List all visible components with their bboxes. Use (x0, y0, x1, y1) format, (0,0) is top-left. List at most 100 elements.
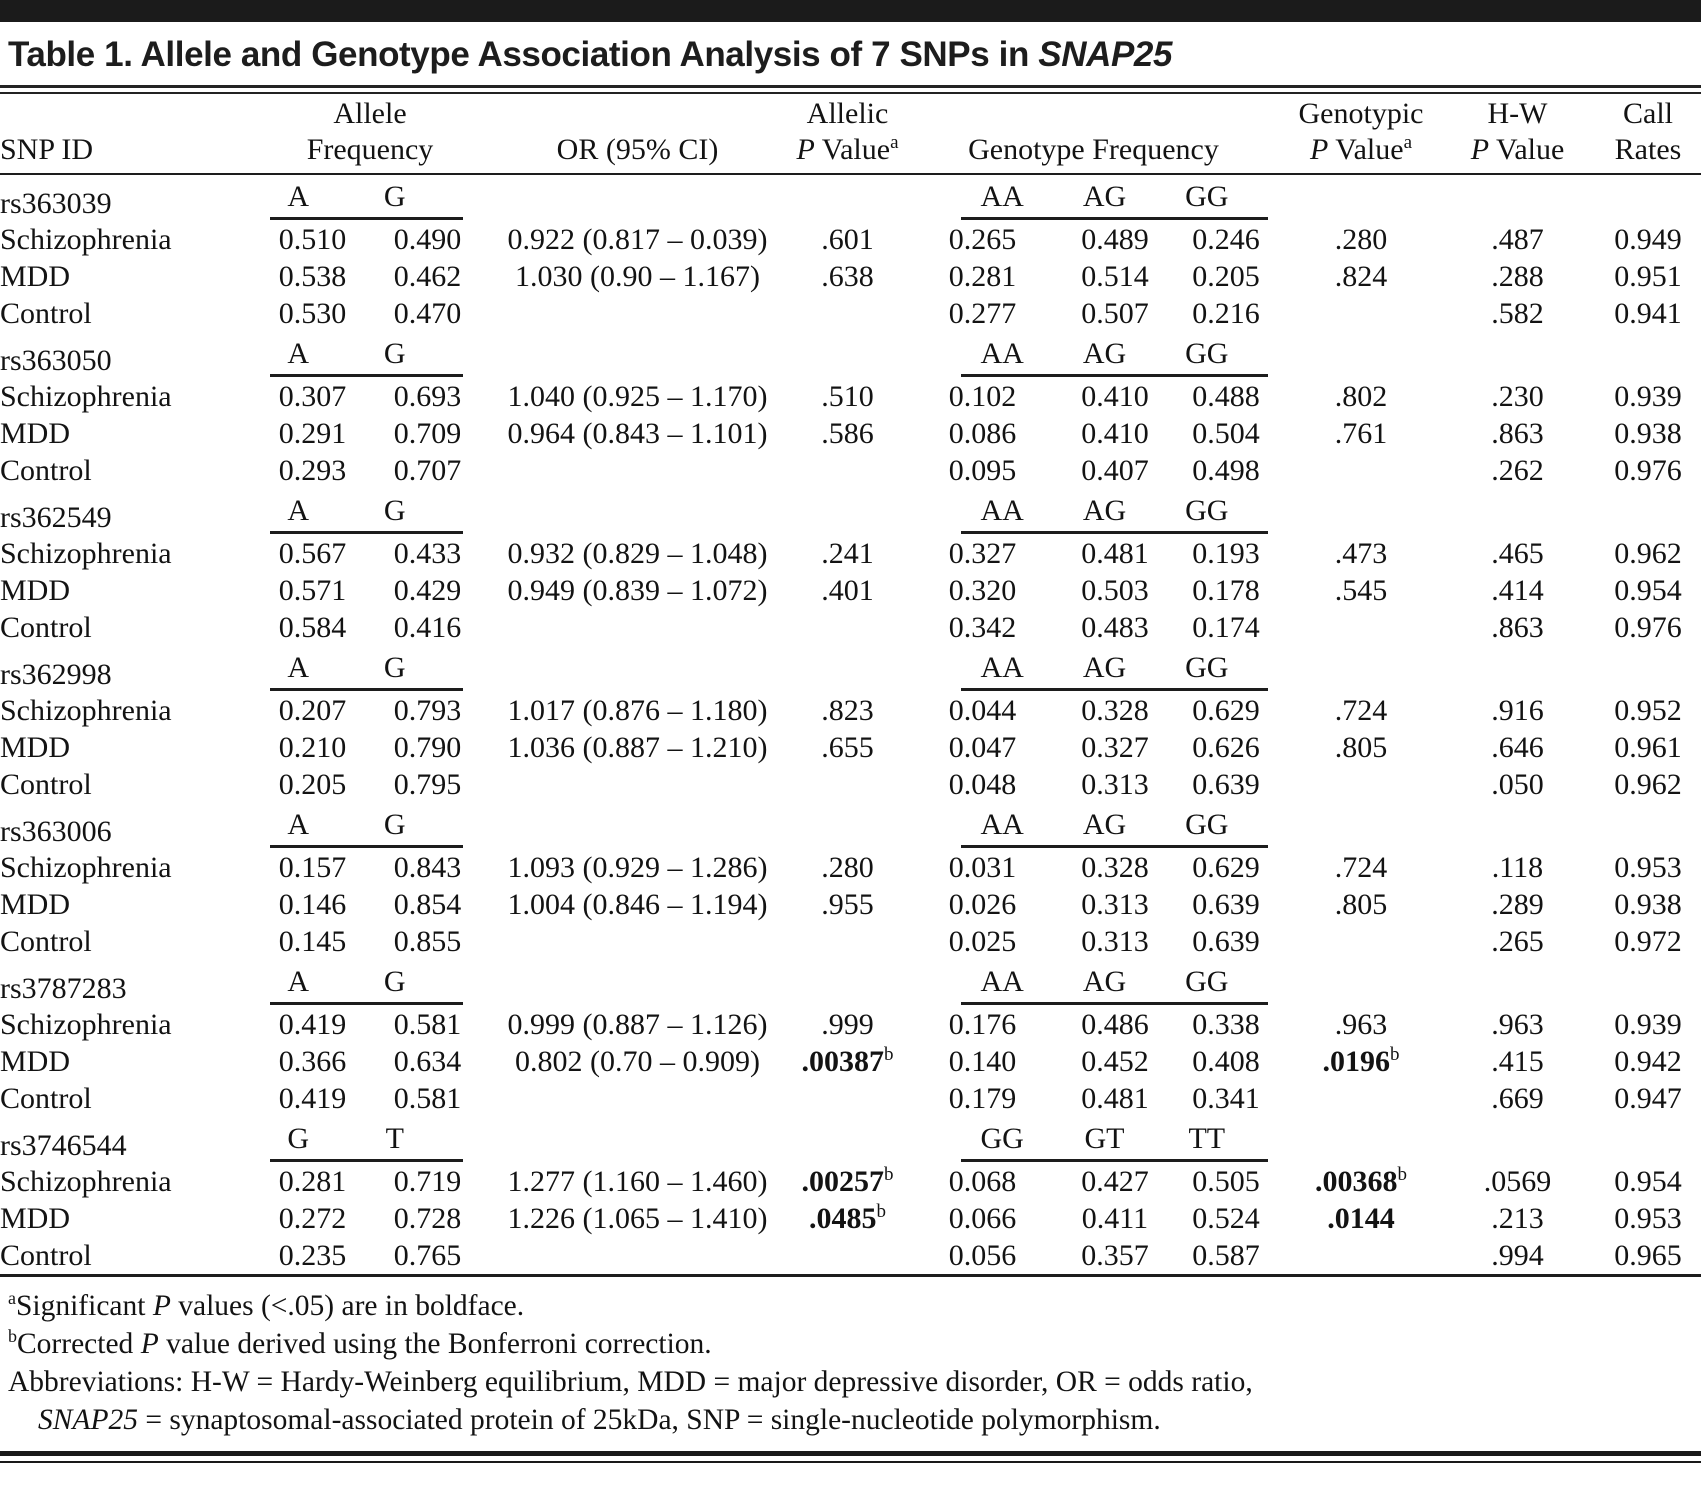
genotypic-p-value: .805 (1282, 729, 1440, 766)
genotype-frequency-value: 0.514 (1081, 259, 1149, 293)
allelic-p-value (790, 452, 905, 489)
or-ci-value: 1.030 (0.90 – 1.167) (515, 259, 760, 293)
snp-id: rs363050 (0, 344, 112, 377)
header-or-ci: OR (95% CI) (485, 132, 790, 175)
call-rate-value: 0.939 (1614, 379, 1682, 413)
or-ci-value: 1.036 (0.887 – 1.210) (507, 730, 768, 764)
p-value-text: .280 (1334, 222, 1388, 256)
empty-cell (1595, 489, 1701, 535)
genotype-label: GG (1185, 651, 1229, 684)
empty-cell (1595, 646, 1701, 692)
group-label: Control (0, 296, 92, 330)
p-value-text: .0485 (809, 1201, 877, 1235)
call-rate-value: 0.976 (1614, 453, 1682, 487)
allele-frequency-value: 0.854 (393, 887, 462, 921)
empty-cell (1440, 174, 1595, 221)
group-label: Schizophrenia (0, 693, 172, 727)
allele-frequency-value: 0.291 (278, 416, 347, 450)
call-rate-value: 0.951 (1614, 259, 1682, 293)
allele-label: A (287, 651, 310, 684)
genotypic-p-value: .761 (1282, 415, 1440, 452)
p-value-text: .824 (1334, 259, 1388, 293)
genotype-labels: AA AG GG (961, 337, 1268, 377)
genotype-frequency-value: 0.488 (1192, 379, 1260, 413)
bonferroni-superscript: b (1397, 1163, 1408, 1185)
snp-allele-label-row: rs363039 A G AA AG GG (0, 174, 1701, 221)
bonferroni-superscript: b (884, 1043, 894, 1065)
table-row: Control 0.584 0.416 0.342 0.483 0.174 .863 0.97… (0, 609, 1701, 646)
header-genotypic-line1: Genotypic (1298, 97, 1424, 130)
empty-cell (1595, 174, 1701, 221)
call-rate-value: 0.953 (1614, 1201, 1682, 1235)
allele-label: G (383, 965, 406, 998)
empty-cell (485, 174, 790, 221)
hw-p-value: .415 (1491, 1044, 1544, 1078)
genotype-frequency-value: 0.095 (948, 453, 1017, 487)
genotypic-p-value: .00368b (1282, 1163, 1440, 1200)
table-title: Table 1. Allele and Genotype Association… (0, 22, 1701, 85)
hw-p-value: .262 (1491, 453, 1544, 487)
genotype-labels-cell: AA AG GG (905, 489, 1282, 535)
hw-p-value: .646 (1491, 730, 1544, 764)
call-rate-value: 0.941 (1614, 296, 1682, 330)
or-ci-value: 1.277 (1.160 – 1.460) (507, 1164, 768, 1198)
group-label: MDD (0, 1044, 71, 1078)
genotype-frequency-value: 0.498 (1192, 453, 1260, 487)
genotype-frequency-value: 0.410 (1081, 379, 1149, 413)
genotype-labels-cell: AA AG GG (905, 174, 1282, 221)
table-header: Allele Allelic Genotypic H-W Call SNP ID… (0, 96, 1701, 175)
allele-frequency-value: 0.790 (393, 730, 462, 764)
empty-cell (1282, 174, 1440, 221)
genotypic-p-value: .545 (1282, 572, 1440, 609)
call-rate-value: 0.954 (1614, 1164, 1682, 1198)
genotype-labels: AA AG GG (961, 651, 1268, 691)
genotype-labels: AA AG GG (961, 494, 1268, 534)
p-value-text: .00257 (801, 1164, 885, 1198)
snp-id: rs362998 (0, 658, 112, 691)
call-rate-value: 0.947 (1614, 1081, 1682, 1115)
call-rate-value: 0.938 (1614, 887, 1682, 921)
allelic-p-value: .823 (790, 692, 905, 729)
genotype-frequency-value: 0.504 (1192, 416, 1260, 450)
call-rate-value: 0.953 (1614, 850, 1682, 884)
allele-frequency-value: 0.293 (278, 453, 347, 487)
genotype-frequency-value: 0.410 (1081, 416, 1149, 450)
hw-p-value: .288 (1491, 259, 1544, 293)
genotypic-p-value: .724 (1282, 692, 1440, 729)
or-ci-value (485, 609, 790, 646)
hw-p-value: .414 (1491, 573, 1544, 607)
genotype-frequency-value: 0.357 (1081, 1238, 1149, 1272)
allele-frequency-value: 0.470 (393, 296, 462, 330)
allele-frequency-value: 0.157 (278, 850, 347, 884)
genotype-frequency-value: 0.313 (1081, 887, 1149, 921)
call-rate-value: 0.952 (1614, 693, 1682, 727)
call-rate-value: 0.939 (1614, 1007, 1682, 1041)
allele-frequency-value: 0.707 (393, 453, 462, 487)
genotype-frequency-value: 0.452 (1081, 1044, 1149, 1078)
or-ci-value (485, 1237, 790, 1274)
p-value-text: .280 (821, 850, 874, 884)
genotype-label: AA (980, 808, 1024, 841)
hw-p-value: .0569 (1483, 1164, 1552, 1198)
empty-cell (1282, 803, 1440, 849)
p-value-text: .655 (821, 730, 874, 764)
allelic-p-value: .401 (790, 572, 905, 609)
genotype-label: AA (980, 337, 1024, 370)
header-spacer (0, 96, 255, 132)
allele-frequency-value: 0.584 (278, 610, 347, 644)
genotype-label: GG (980, 1122, 1024, 1155)
genotype-frequency-value: 0.481 (1081, 536, 1149, 570)
empty-cell (1282, 489, 1440, 535)
allele-label: G (383, 180, 406, 213)
p-value-text: .0196 (1322, 1044, 1391, 1078)
hw-p-value: .863 (1491, 610, 1544, 644)
genotype-frequency-value: 0.265 (948, 222, 1017, 256)
title-double-rule (0, 85, 1701, 94)
empty-cell (485, 332, 790, 378)
allelic-p-value: .00387b (790, 1043, 905, 1080)
